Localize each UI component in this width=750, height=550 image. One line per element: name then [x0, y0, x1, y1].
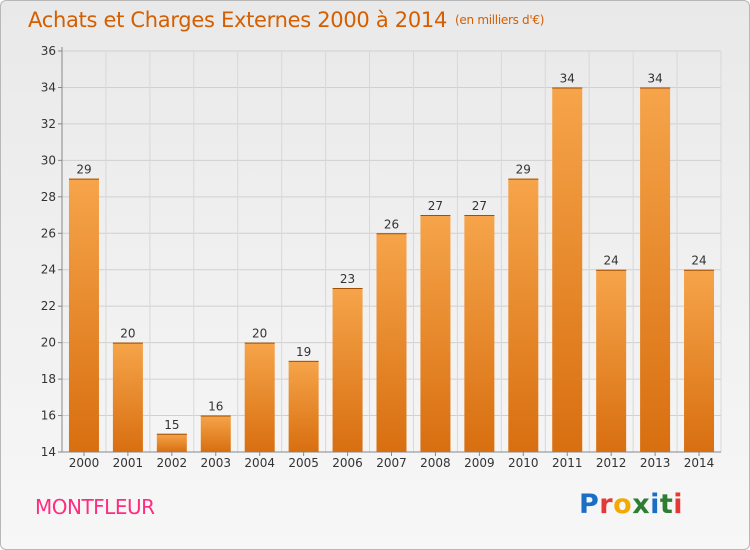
- data-label: 24: [691, 254, 706, 268]
- data-label: 19: [296, 345, 311, 359]
- y-tick-label: 28: [41, 190, 56, 204]
- x-tick-label: 2011: [552, 456, 583, 470]
- y-tick-label: 16: [41, 409, 56, 423]
- x-tick-label: 2000: [69, 456, 100, 470]
- data-label: 27: [428, 199, 443, 213]
- bar: [200, 415, 231, 452]
- bar: [376, 233, 407, 452]
- bar: [288, 360, 319, 452]
- chart-subtitle: (en milliers d'€): [455, 13, 545, 27]
- data-label: 26: [384, 217, 399, 231]
- logo-letter: t: [659, 489, 674, 520]
- y-tick-label: 18: [41, 372, 56, 386]
- x-tick-label: 2005: [288, 456, 319, 470]
- chart-title: Achats et Charges Externes 2000 à 2014 (e…: [28, 8, 544, 32]
- bar: [640, 87, 671, 453]
- y-tick-label: 36: [41, 44, 56, 58]
- bar: [332, 287, 363, 452]
- data-label: 15: [164, 418, 179, 432]
- x-tick-label: 2002: [157, 456, 188, 470]
- y-tick-label: 22: [41, 299, 56, 313]
- bar: [68, 178, 99, 452]
- y-tick-label: 20: [41, 336, 56, 350]
- x-tick-label: 2009: [464, 456, 495, 470]
- x-tick-label: 2001: [113, 456, 144, 470]
- y-tick-label: 26: [41, 226, 56, 240]
- data-labels: 29 20 15 16 20 19 23 26 27 27 29 34 24 34 24: [76, 71, 706, 431]
- y-tick-label: 34: [41, 80, 56, 94]
- logo-letter: P: [579, 489, 600, 520]
- data-label: 20: [120, 327, 135, 341]
- bar: [508, 178, 539, 452]
- x-tick-label: 2010: [508, 456, 539, 470]
- x-tick-label: 2007: [376, 456, 407, 470]
- bar: [552, 87, 583, 453]
- data-label: 23: [340, 272, 355, 286]
- x-tick-label: 2006: [332, 456, 363, 470]
- bar: [684, 269, 715, 452]
- x-tick-label: 2014: [684, 456, 715, 470]
- y-tick-label: 24: [41, 263, 56, 277]
- x-tick-label: 2012: [596, 456, 627, 470]
- proxiti-logo: Proxiti: [579, 489, 683, 520]
- x-tick-label: 2013: [640, 456, 671, 470]
- x-tick-label: 2003: [200, 456, 231, 470]
- data-label: 24: [604, 254, 619, 268]
- x-tick-label: 2008: [420, 456, 451, 470]
- y-tick-label: 14: [41, 445, 56, 459]
- x-tick-labels: 2000 2001 2002 2003 2004 2005 2006 2007 2008 2009…: [69, 456, 715, 470]
- data-label: 16: [208, 400, 223, 414]
- logo-letter: i: [673, 489, 684, 520]
- place-name: MONTFLEUR: [35, 495, 155, 519]
- y-tick-label: 30: [41, 153, 56, 167]
- x-tick-label: 2004: [244, 456, 275, 470]
- bar: [244, 342, 275, 452]
- data-label: 29: [76, 163, 91, 177]
- y-tick-label: 32: [41, 117, 56, 131]
- chart-title-text: Achats et Charges Externes 2000 à 2014: [28, 8, 448, 32]
- bar: [112, 342, 143, 452]
- bar: [156, 433, 187, 452]
- data-label: 34: [647, 71, 662, 85]
- bar: [596, 269, 627, 452]
- data-label: 27: [472, 199, 487, 213]
- y-tick-labels: 14 16 18 20 22 24 26 28 30 32 34 36: [41, 44, 56, 459]
- logo-letter: o: [613, 489, 633, 520]
- data-label: 20: [252, 327, 267, 341]
- logo-letter: r: [599, 489, 614, 520]
- data-label: 34: [560, 71, 575, 85]
- bar: [464, 215, 495, 452]
- data-label: 29: [516, 163, 531, 177]
- bars: [68, 87, 715, 453]
- logo-letter: x: [632, 489, 651, 520]
- bar: [420, 215, 451, 452]
- logo-letter: i: [650, 489, 660, 520]
